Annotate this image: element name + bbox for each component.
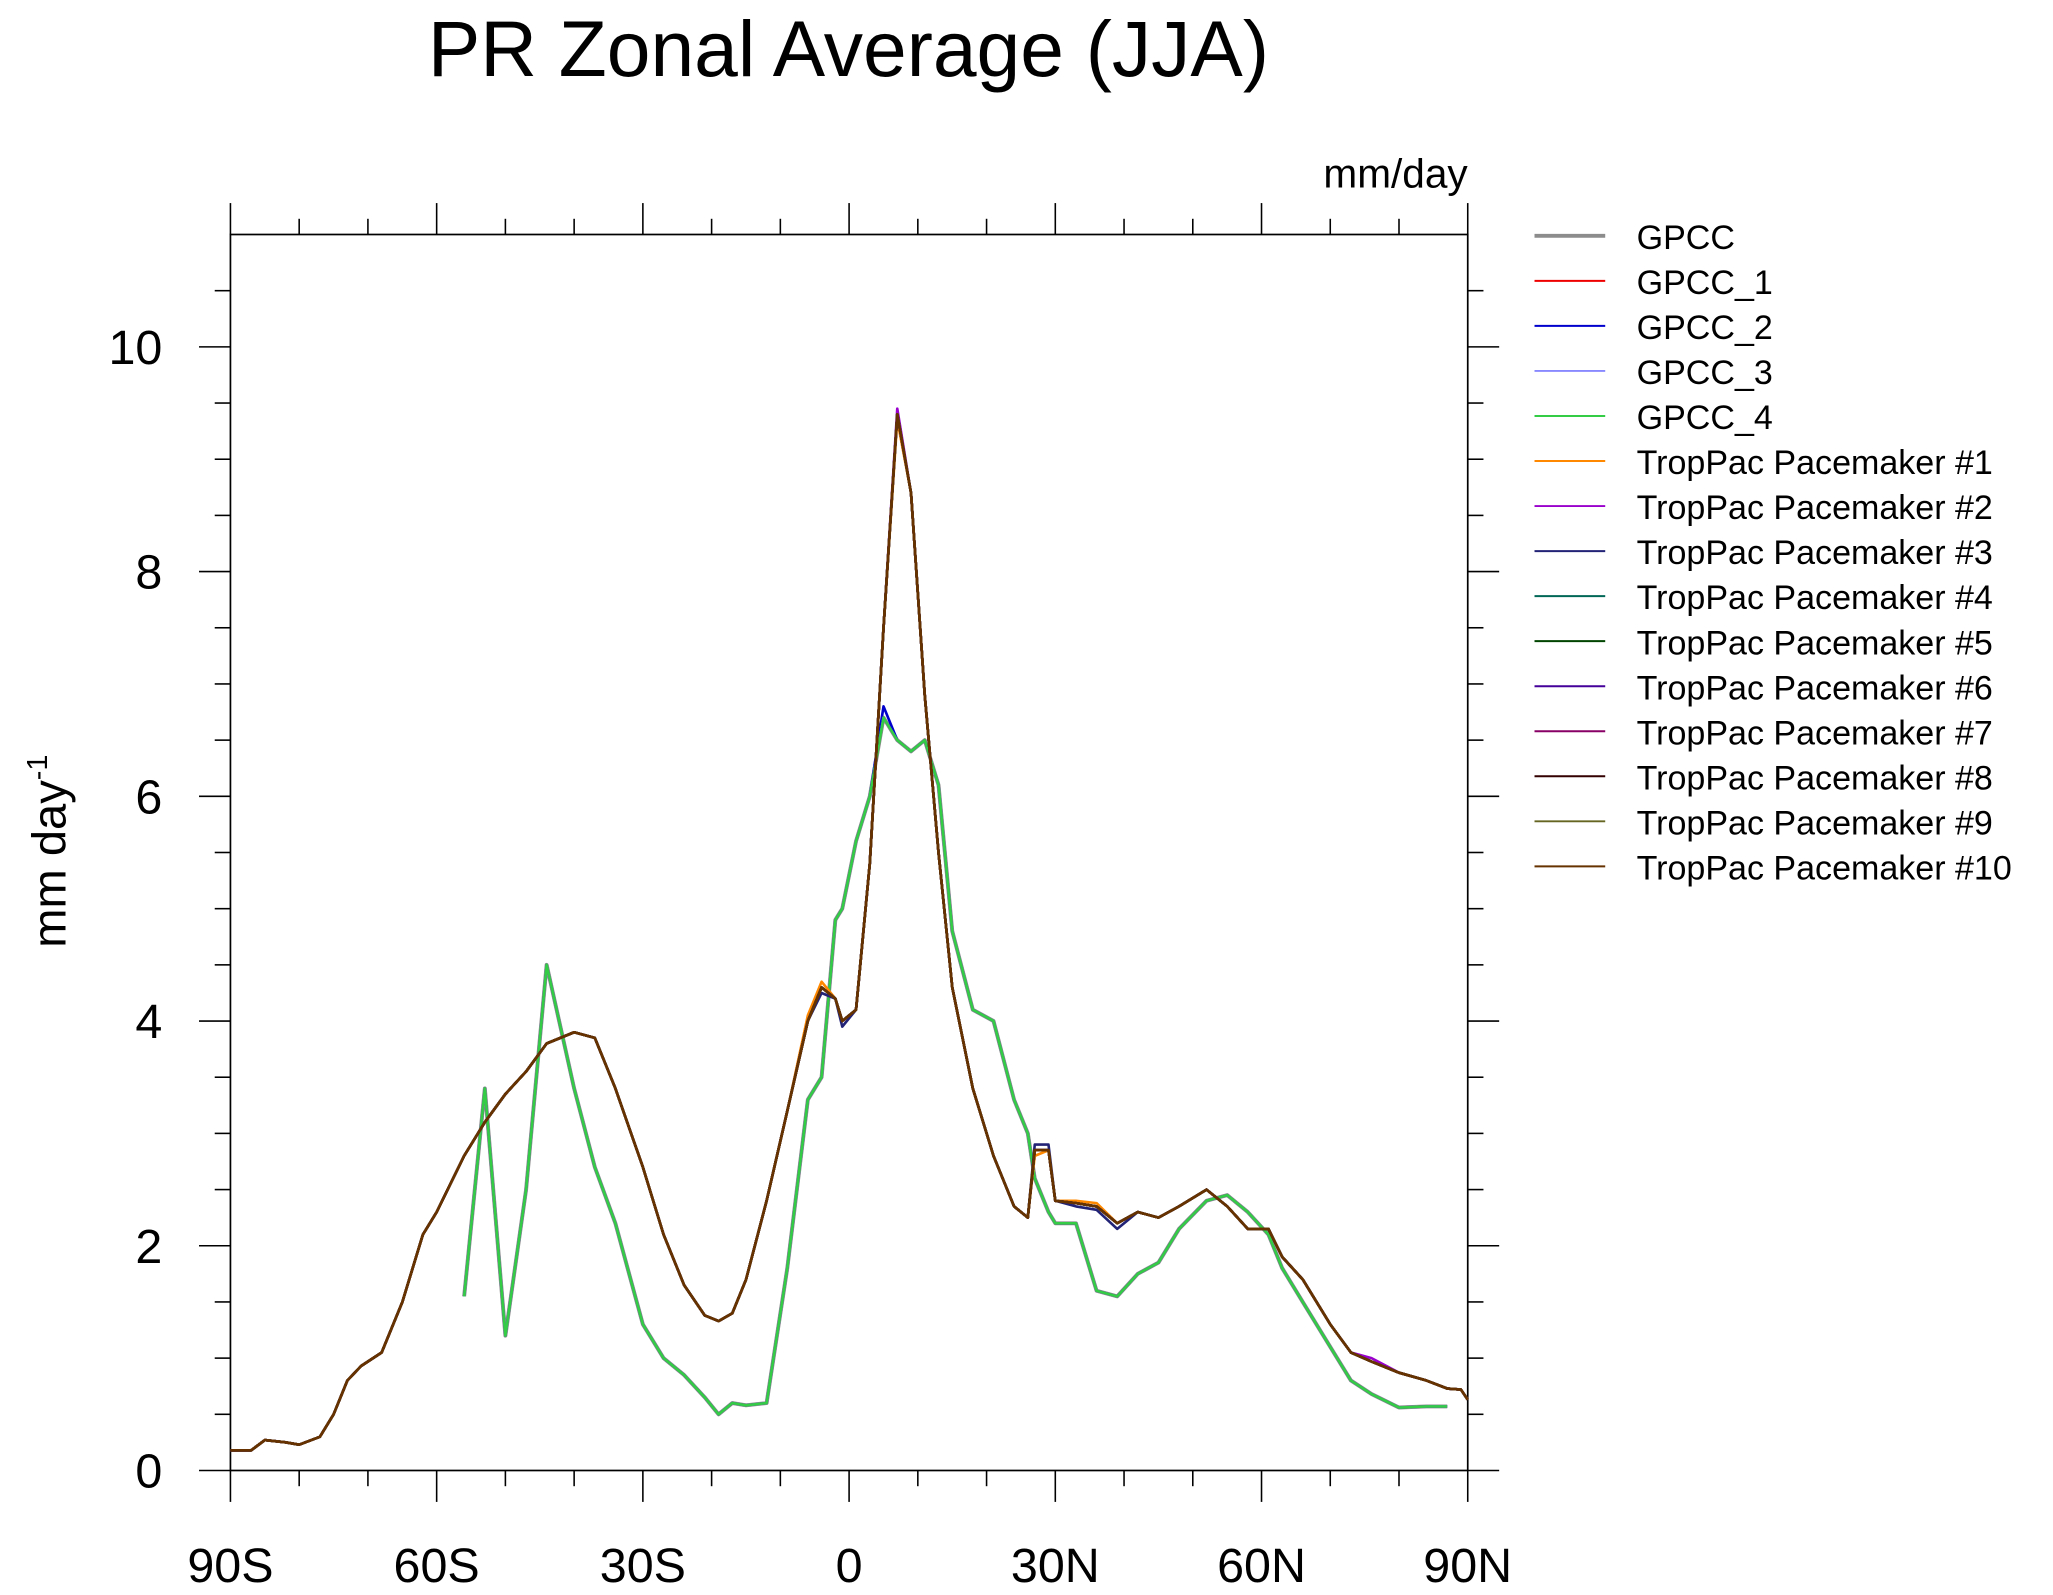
legend-label: GPCC — [1637, 219, 1735, 257]
legend-label: GPCC_4 — [1637, 399, 1773, 437]
legend-label: TropPac Pacemaker #5 — [1637, 624, 1993, 662]
legend-label: TropPac Pacemaker #6 — [1637, 669, 1993, 707]
y-tick-label: 2 — [135, 1220, 162, 1274]
series-line — [230, 412, 1469, 1452]
y-axis-title: mm day-1 — [22, 755, 75, 948]
y-axis-title-text: mm day — [22, 780, 75, 948]
legend-label: TropPac Pacemaker #3 — [1637, 534, 1993, 572]
series-line — [462, 716, 1448, 1416]
series-line — [462, 705, 1448, 1416]
series-line — [230, 412, 1469, 1452]
series-line — [462, 716, 1448, 1416]
series-line — [462, 715, 1448, 1417]
x-tick-label: 30S — [600, 1539, 686, 1593]
legend-label: GPCC_2 — [1637, 309, 1773, 347]
series-line — [230, 407, 1469, 1452]
plot-frame — [229, 233, 1469, 1472]
legend-label: TropPac Pacemaker #8 — [1637, 759, 1993, 797]
legend-label: TropPac Pacemaker #1 — [1637, 444, 1993, 482]
plot-area — [230, 407, 1469, 1452]
chart-title: PR Zonal Average (JJA) — [428, 5, 1269, 93]
x-tick-label: 60N — [1217, 1539, 1306, 1593]
legend-label: TropPac Pacemaker #2 — [1637, 489, 1993, 527]
series-line — [230, 418, 1469, 1452]
x-tick-label: 30N — [1011, 1539, 1100, 1593]
series-line — [230, 412, 1469, 1452]
legend-label: TropPac Pacemaker #4 — [1637, 579, 1993, 617]
series-line — [230, 412, 1469, 1452]
legend-label: GPCC_1 — [1637, 264, 1773, 302]
series-line — [230, 412, 1469, 1452]
series-line — [462, 716, 1448, 1416]
y-axis-title-superscript: -1 — [22, 755, 54, 781]
series-line — [230, 412, 1469, 1452]
legend-label: GPCC_3 — [1637, 354, 1773, 392]
series-line — [230, 412, 1469, 1452]
y-tick-label: 8 — [135, 546, 162, 600]
series-line — [230, 412, 1469, 1452]
x-tick-label: 90N — [1423, 1539, 1512, 1593]
y-tick-label: 0 — [135, 1445, 162, 1499]
y-tick-label: 4 — [135, 995, 162, 1049]
y-tick-label: 10 — [108, 321, 162, 375]
units-label: mm/day — [1323, 150, 1468, 196]
legend-label: TropPac Pacemaker #7 — [1637, 714, 1993, 752]
x-tick-label: 90S — [187, 1539, 273, 1593]
legend-label: TropPac Pacemaker #9 — [1637, 804, 1993, 842]
x-tick-label: 60S — [394, 1539, 480, 1593]
legend-label: TropPac Pacemaker #10 — [1637, 849, 2012, 887]
x-tick-label: 0 — [836, 1539, 863, 1593]
y-tick-label: 6 — [135, 770, 162, 824]
